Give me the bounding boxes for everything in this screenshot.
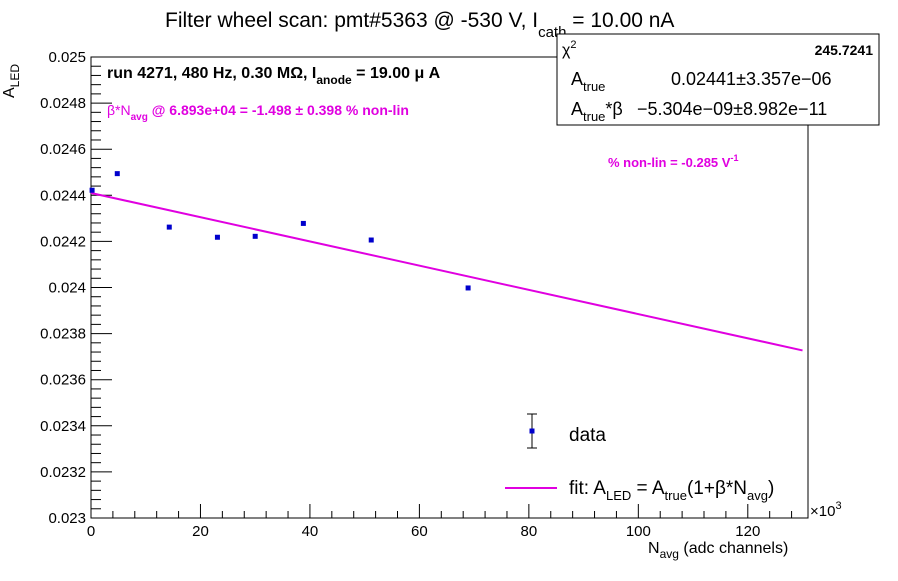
stats-beta-value: −5.304e−09±8.982e−11 <box>637 99 827 119</box>
nonlin-slope-annotation: % non-lin = -0.285 V-1 <box>608 153 738 170</box>
legend: data fit: ALED = Atrue(1+β*Navg) <box>505 413 774 503</box>
beta-nonlin-annotation: β*Navg @ 6.893e+04 = -1.498 ± 0.398 % no… <box>107 102 409 123</box>
legend-data-label: data <box>569 425 606 446</box>
data-point <box>114 171 120 177</box>
x-tick-label: 0 <box>87 523 95 540</box>
run-annotation: run 4271, 480 Hz, 0.30 MΩ, Ianode = 19.0… <box>107 65 441 87</box>
x-tick-label: 100 <box>626 523 651 540</box>
x-tick-label: 40 <box>302 523 319 540</box>
stats-box-frame <box>556 33 880 126</box>
x-tick-label: 60 <box>411 523 428 540</box>
y-tick-label: 0.0244 <box>40 187 86 204</box>
data-point <box>166 224 172 230</box>
fit-line <box>90 192 803 352</box>
y-tick-label: 0.0248 <box>40 95 86 112</box>
y-tick-label: 0.023 <box>48 510 86 527</box>
data-point <box>89 187 95 193</box>
stats-chi2-value: 245.7241 <box>815 42 874 58</box>
y-tick-labels: 0.023 0.0232 0.0234 0.0236 0.0238 0.024 0.0242… <box>40 49 86 527</box>
stats-beta-label: Atrue*β <box>571 99 623 124</box>
x-axis-exponent: ×103 <box>810 500 842 520</box>
stats-atrue-value: 0.02441±3.357e−06 <box>671 69 832 89</box>
data-point <box>368 237 374 243</box>
legend-fit-label: fit: ALED = Atrue(1+β*Navg) <box>569 478 774 503</box>
y-tick-label: 0.0236 <box>40 372 86 389</box>
data-point <box>214 234 220 240</box>
data-points <box>89 171 471 291</box>
x-tick-labels: 0 20 40 60 80 100 120 <box>87 523 760 540</box>
y-tick-label: 0.0242 <box>40 233 86 250</box>
legend-data-marker <box>529 428 535 434</box>
data-point <box>300 220 306 226</box>
y-tick-label: 0.0238 <box>40 326 86 343</box>
y-tick-label: 0.024 <box>48 280 86 297</box>
data-point <box>465 285 471 291</box>
x-tick-label: 120 <box>735 523 760 540</box>
stats-chi2-label: χ2 <box>562 39 577 59</box>
x-tick-label: 80 <box>521 523 538 540</box>
axis-ticks <box>90 56 793 519</box>
stats-box: χ2 245.7241 Atrue 0.02441±3.357e−06 Atru… <box>556 33 880 126</box>
y-tick-label: 0.0234 <box>40 418 86 435</box>
y-axis-label: ALED <box>1 64 22 98</box>
y-tick-label: 0.0232 <box>40 464 86 481</box>
y-tick-label: 0.0246 <box>40 141 86 158</box>
stats-atrue-label: Atrue <box>571 69 605 94</box>
chart-title: Filter wheel scan: pmt#5363 @ -530 V, Ic… <box>165 9 674 41</box>
y-tick-label: 0.025 <box>48 49 86 66</box>
data-point <box>252 233 258 239</box>
x-tick-label: 20 <box>192 523 209 540</box>
x-axis-label: Navg (adc channels) <box>648 540 788 561</box>
plot-frame <box>90 56 809 519</box>
